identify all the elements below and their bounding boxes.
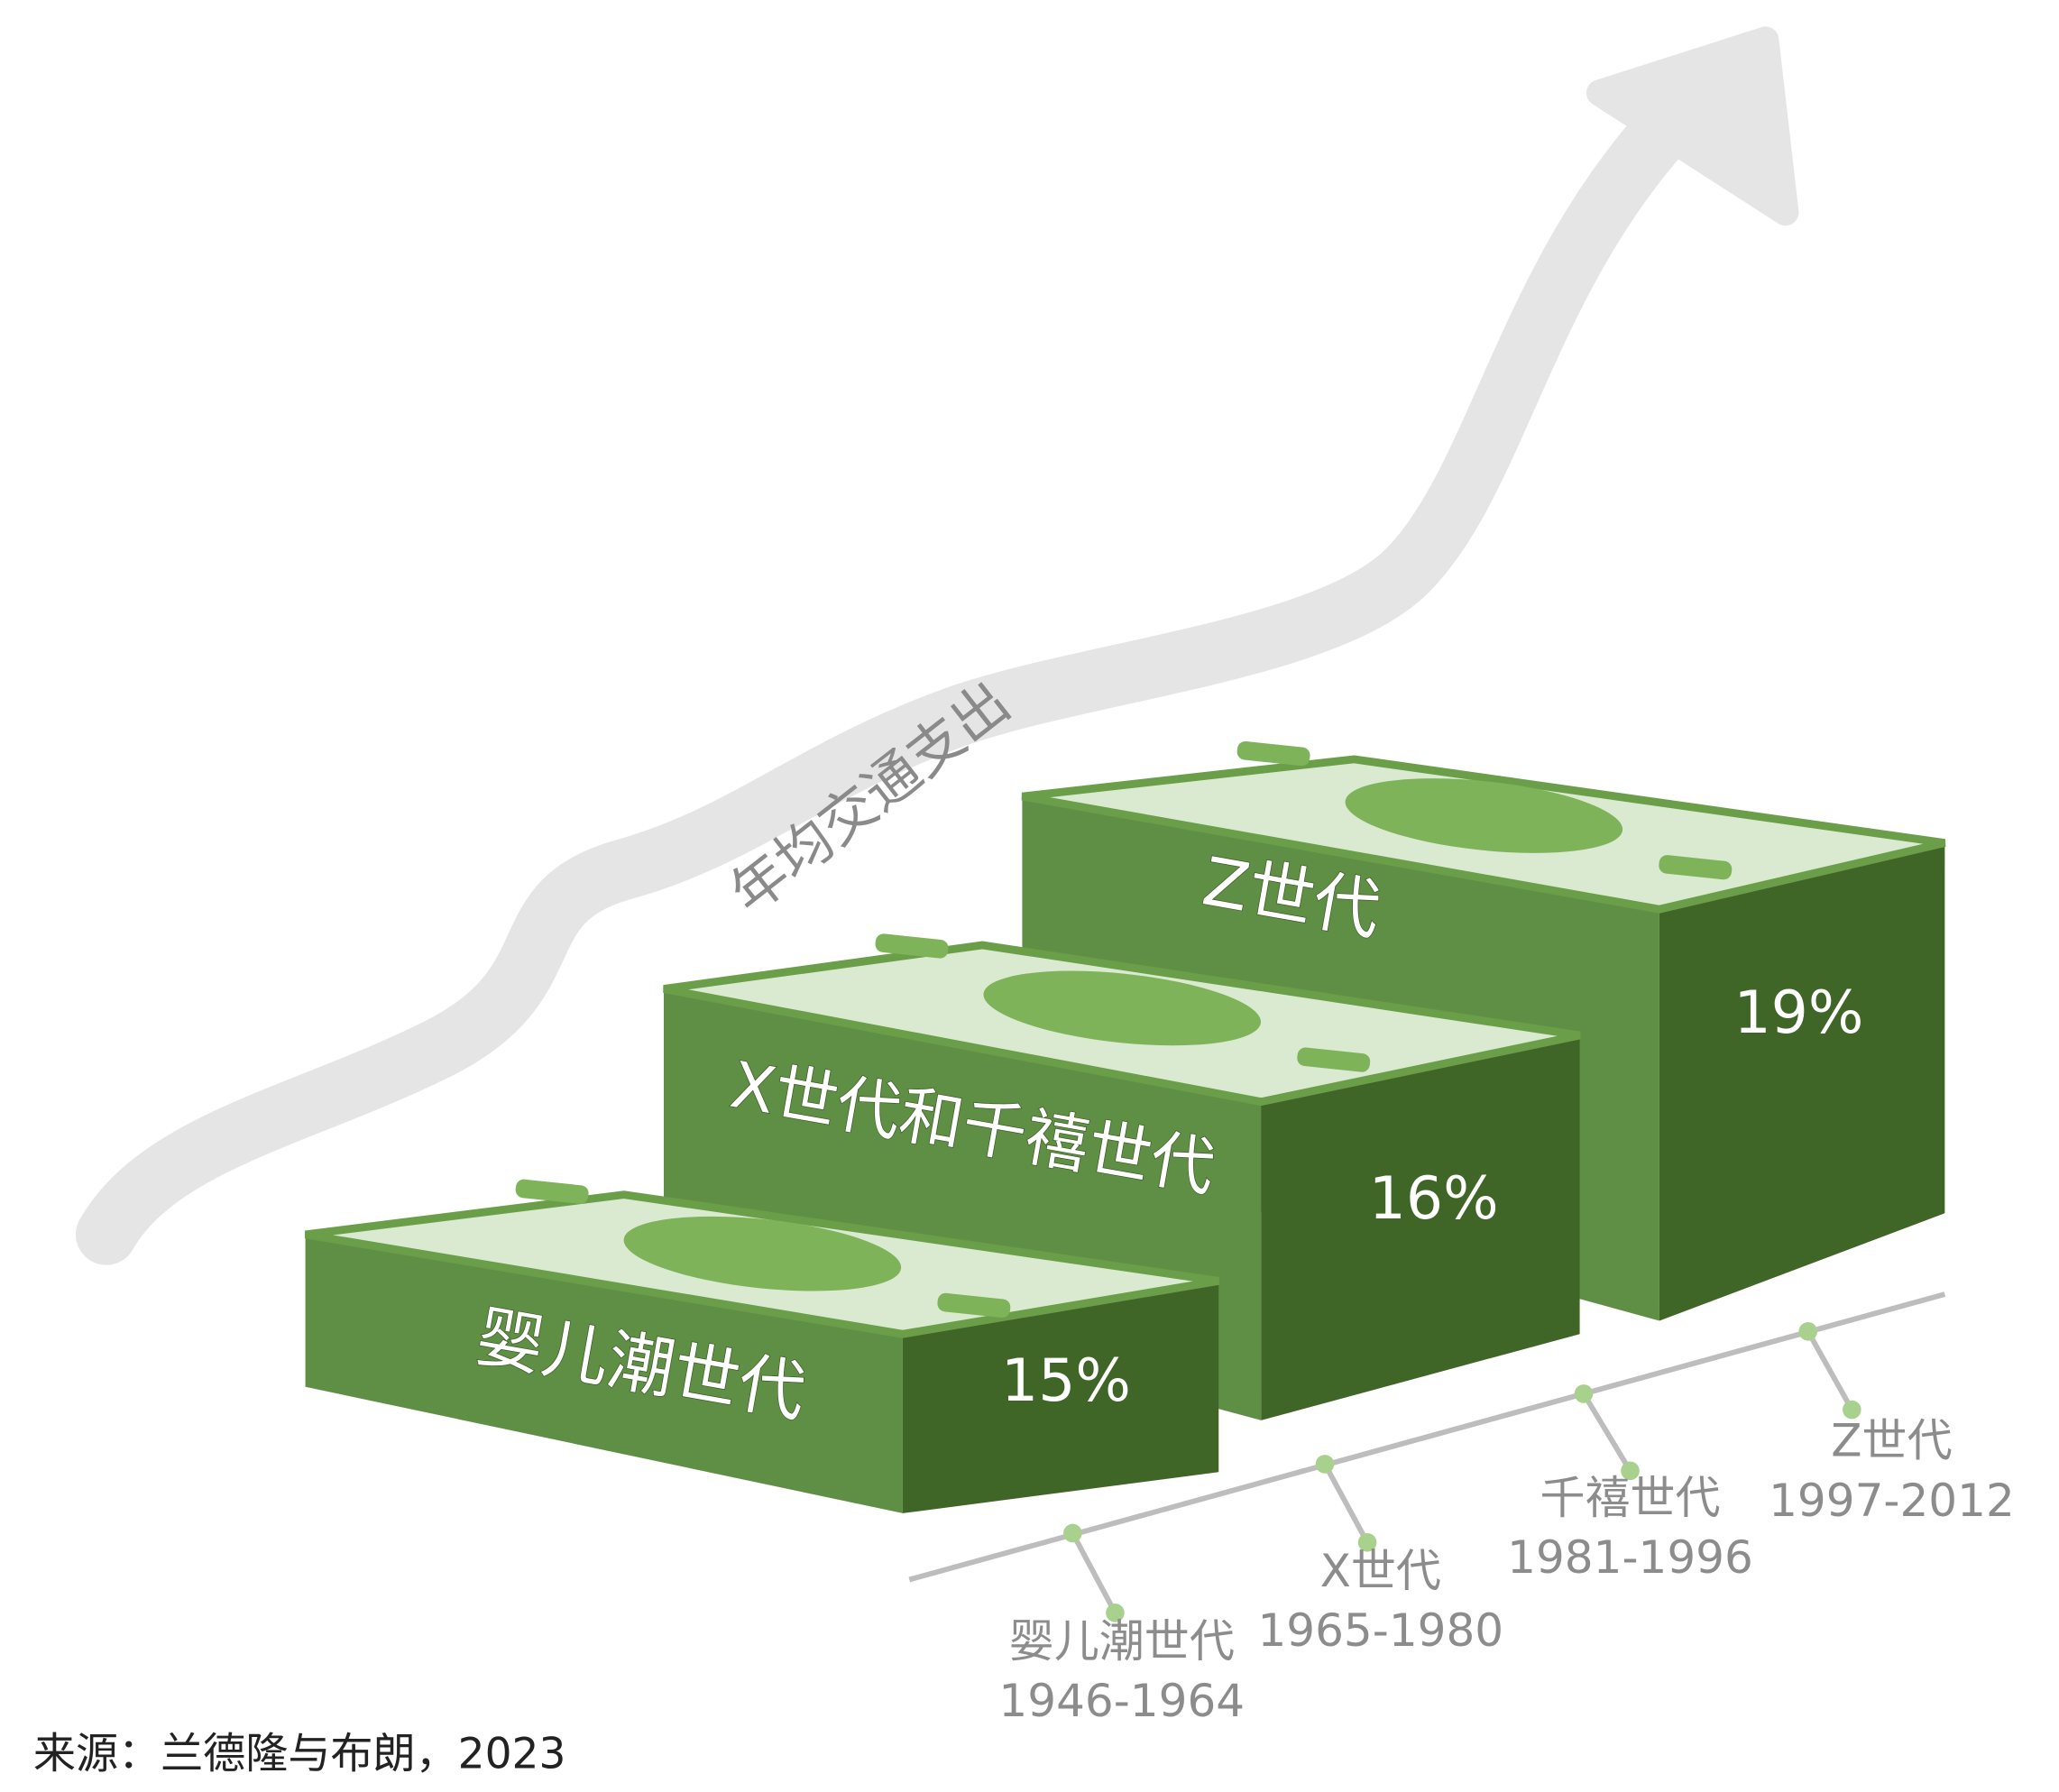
money-block: X世代和千禧世代 16% bbox=[663, 933, 1581, 1420]
timeline-dot bbox=[1621, 1461, 1640, 1481]
timeline-years: 1981-1996 bbox=[1507, 1531, 1753, 1584]
trend-arrow bbox=[75, 75, 1717, 1265]
timeline-years: 1965-1980 bbox=[1257, 1604, 1503, 1657]
layer: Z世代 19% X世代和千禧世代 16%婴儿潮世代 15% 婴儿潮世代 1946-1964 X… bbox=[304, 740, 2015, 1727]
block-share: 15% bbox=[1001, 1347, 1131, 1415]
block-front bbox=[305, 1234, 903, 1513]
timeline-dot bbox=[1357, 1532, 1377, 1552]
timeline-dot bbox=[1798, 1321, 1818, 1341]
bill-seal bbox=[983, 970, 1262, 1046]
timeline-dot bbox=[1106, 1603, 1125, 1622]
timeline-years: 1997-2012 bbox=[1769, 1475, 2015, 1527]
bill-bar bbox=[875, 933, 949, 959]
timeline-tick bbox=[1581, 1392, 1633, 1473]
bill-bar bbox=[1659, 855, 1733, 880]
timeline-tick bbox=[1322, 1463, 1370, 1544]
timeline-name: X世代 bbox=[1320, 1545, 1441, 1597]
timeline-dot bbox=[1315, 1455, 1335, 1474]
money-block: 婴儿潮世代 15% bbox=[304, 1179, 1219, 1513]
bill-bar bbox=[1236, 740, 1310, 767]
timeline-years: 1946-1964 bbox=[998, 1675, 1245, 1727]
bill-bar bbox=[1297, 1047, 1371, 1072]
source: 来源：兰德隆与布朗，2023 bbox=[33, 1730, 566, 1779]
timeline-name: 婴儿潮世代 bbox=[1009, 1615, 1235, 1668]
timeline-dot bbox=[1063, 1523, 1082, 1543]
timeline-dot bbox=[1574, 1384, 1594, 1403]
block-side bbox=[1659, 842, 1945, 1321]
timeline-name: 千禧世代 bbox=[1540, 1472, 1720, 1524]
bill-seal bbox=[623, 1216, 902, 1291]
timeline-name: Z世代 bbox=[1831, 1415, 1952, 1467]
block-share: 16% bbox=[1369, 1165, 1499, 1233]
timeline-axis bbox=[908, 1291, 1946, 1583]
block-side bbox=[1261, 1035, 1580, 1420]
timeline-dot bbox=[1843, 1400, 1861, 1420]
bill-seal bbox=[1345, 778, 1623, 853]
bill-bar bbox=[515, 1179, 589, 1204]
block-share: 19% bbox=[1733, 979, 1863, 1047]
block-side bbox=[902, 1281, 1219, 1513]
arrow-head bbox=[1586, 26, 1799, 226]
bill-bar bbox=[937, 1292, 1011, 1318]
timeline-tick bbox=[1070, 1531, 1118, 1614]
timeline-tick bbox=[1806, 1329, 1854, 1411]
